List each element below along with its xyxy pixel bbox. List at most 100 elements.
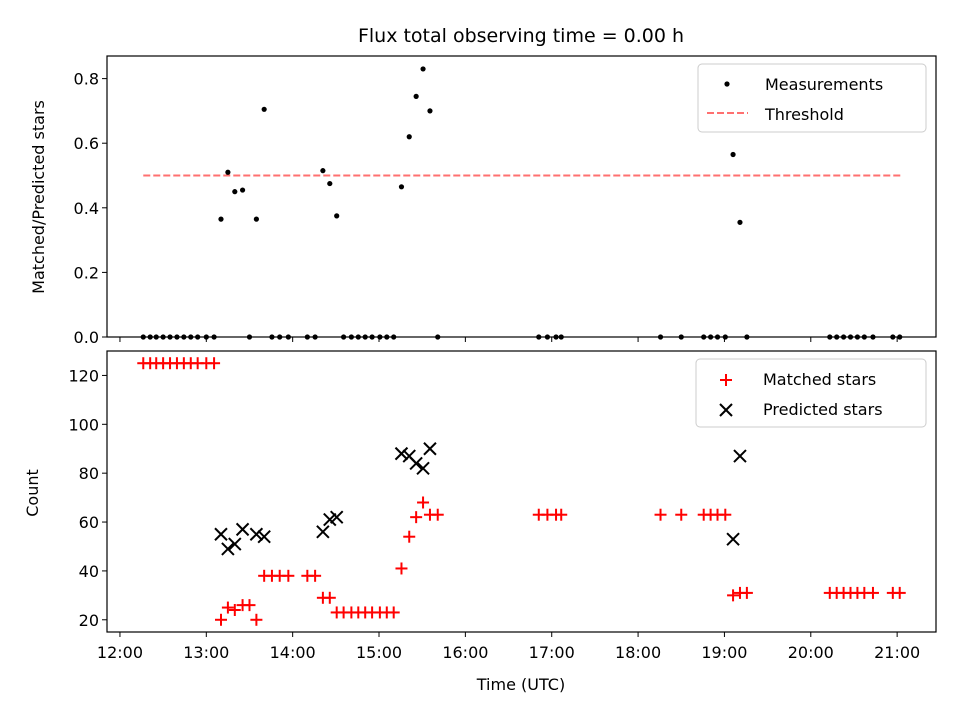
predicted-star-point	[257, 529, 271, 544]
matched-star-point	[893, 586, 906, 599]
predicted-star-stroke-b	[228, 537, 242, 551]
measurement-point	[261, 106, 267, 112]
legend-predicted-label: Predicted stars	[763, 400, 883, 419]
predicted-star-point	[329, 510, 344, 524]
x-tick-label: 17:00	[529, 643, 575, 662]
matched-star-point	[403, 530, 416, 543]
bottom-plot-area	[137, 357, 906, 626]
predicted-star-stroke-b	[214, 527, 228, 541]
matched-star-point	[675, 508, 688, 521]
measurement-point	[398, 184, 405, 190]
measurement-point	[218, 216, 224, 222]
matched-star-point	[243, 599, 256, 612]
predicted-star-stroke-b	[726, 532, 740, 546]
predicted-star-stroke-b	[394, 446, 409, 461]
predicted-star-stroke-b	[235, 522, 250, 537]
bottom-x-ticks: 12:00 13:00 14:00 15:00 16:00 17:00 18:00 19:00…	[97, 632, 920, 662]
measurement-point	[320, 168, 326, 174]
bottom-y-tick-label: 40	[79, 562, 99, 581]
matched-star-point	[282, 569, 295, 582]
predicted-star-point	[409, 456, 423, 471]
matched-star-point	[250, 613, 263, 626]
measurement-point	[253, 216, 259, 222]
top-y-tick-label: 0.0	[74, 328, 99, 347]
matched-star-point	[221, 601, 234, 614]
matched-star-point	[740, 586, 753, 599]
predicted-star-point	[235, 522, 250, 537]
x-tick-label: 15:00	[356, 643, 402, 662]
matched-star-point	[417, 496, 430, 509]
legend-matched-label: Matched stars	[763, 370, 876, 389]
bottom-y-tick-label: 100	[68, 415, 99, 434]
matched-star-point	[719, 508, 732, 521]
measurement-point	[334, 213, 340, 219]
x-tick-label: 12:00	[97, 643, 143, 662]
x-tick-label: 13:00	[183, 643, 229, 662]
predicted-star-stroke-b	[316, 525, 330, 539]
bottom-legend-box	[695, 358, 927, 428]
matched-star-point	[866, 586, 879, 599]
predicted-star-point	[214, 527, 228, 541]
legend-predicted-marker	[719, 403, 733, 417]
measurement-point	[427, 108, 433, 114]
top-y-tick-label: 0.2	[74, 263, 99, 282]
measurement-point	[730, 151, 736, 158]
predicted-star-point	[394, 446, 409, 461]
predicted-star-point	[316, 525, 330, 539]
bottom-y-tick-label: 60	[79, 513, 99, 532]
matched-star-point	[387, 606, 400, 619]
matched-star-point	[208, 357, 221, 370]
x-tick-label: 14:00	[270, 643, 316, 662]
predicted-star-stroke-b	[423, 442, 437, 456]
matched-star-point	[228, 604, 241, 617]
matched-star-point	[555, 508, 568, 521]
matched-star-point	[727, 589, 740, 602]
top-y-axis-label: Matched/Predicted stars	[29, 100, 48, 294]
top-y-ticks: 0.0 0.2 0.4 0.6 0.8	[74, 70, 107, 347]
predicted-star-stroke-b	[221, 542, 235, 556]
x-tick-label: 21:00	[874, 643, 920, 662]
legend-measurements-label: Measurements	[765, 75, 883, 94]
matched-star-point	[214, 613, 227, 626]
predicted-star-point	[423, 442, 437, 456]
bottom-legend: Matched stars Predicted stars	[695, 358, 927, 428]
predicted-star-stroke-b	[249, 527, 264, 541]
predicted-star-stroke-b	[416, 461, 430, 475]
chart-title: Flux total observing time = 0.00 h	[358, 25, 684, 47]
legend-matched-marker	[720, 374, 732, 386]
matched-star-point	[309, 569, 322, 582]
bottom-y-tick-label: 120	[68, 366, 99, 385]
predicted-star-point	[726, 532, 740, 546]
measurement-point	[737, 219, 743, 225]
predicted-star-stroke-b	[329, 510, 344, 524]
top-axes-frame	[106, 55, 937, 338]
legend-threshold-label: Threshold	[764, 105, 844, 124]
predicted-star-point	[221, 542, 235, 556]
matched-star-point	[410, 511, 423, 524]
top-y-tick-label: 0.6	[74, 134, 99, 153]
measurement-point	[239, 187, 246, 193]
x-tick-label: 16:00	[442, 643, 488, 662]
bottom-y-ticks: 20 40 60 80 100 120	[68, 366, 107, 630]
x-tick-label: 19:00	[701, 643, 747, 662]
predicted-star-stroke-b	[409, 456, 423, 471]
x-tick-label: 18:00	[615, 643, 661, 662]
bottom-y-axis-label: Count	[23, 469, 42, 517]
measurement-point	[327, 180, 333, 187]
matched-star-point	[323, 591, 336, 604]
measurement-point	[406, 134, 412, 140]
predicted-star-stroke-b	[402, 449, 416, 463]
bottom-y-tick-label: 80	[79, 464, 99, 483]
predicted-star-point	[733, 449, 747, 463]
matched-star-point	[431, 508, 444, 521]
top-panel: 0.00.20.40.60.8 Matched/Predicted stars …	[29, 55, 937, 347]
x-axis-label: Time (UTC)	[476, 675, 565, 694]
top-legend-box	[697, 63, 927, 133]
predicted-star-point	[416, 461, 430, 475]
measurement-point	[232, 189, 238, 195]
x-tick-label: 20:00	[788, 643, 834, 662]
predicted-star-point	[228, 537, 242, 551]
matched-star-point	[654, 508, 667, 521]
matched-star-point	[395, 562, 408, 575]
